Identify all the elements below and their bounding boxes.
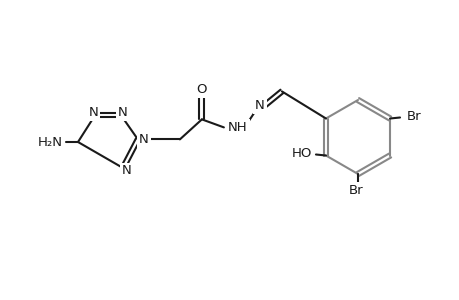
Text: H₂N: H₂N	[38, 136, 62, 148]
Text: HO: HO	[291, 147, 312, 160]
Text: N: N	[118, 106, 127, 119]
Text: N: N	[88, 106, 98, 119]
Text: N: N	[139, 133, 148, 146]
Text: NH: NH	[228, 121, 247, 134]
Text: Br: Br	[348, 184, 363, 196]
Text: Br: Br	[406, 110, 420, 123]
Text: O: O	[196, 83, 207, 96]
Text: N: N	[122, 164, 132, 178]
Text: N: N	[254, 99, 264, 112]
